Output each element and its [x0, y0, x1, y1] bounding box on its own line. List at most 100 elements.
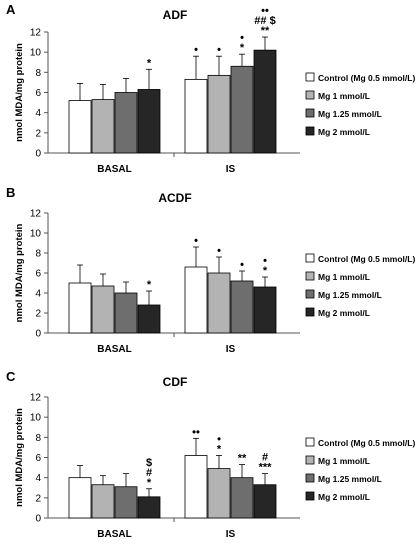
legend-swatch [305, 253, 315, 263]
y-tick-label: 2 [35, 309, 41, 320]
y-tick-label: 12 [30, 209, 42, 220]
significance-mark: • [217, 433, 221, 445]
bar [184, 78, 208, 154]
legend-label: Mg 1.25 mmol/L [318, 474, 382, 484]
bar [253, 484, 277, 519]
legend-swatch [305, 90, 315, 100]
bar [207, 272, 231, 334]
chart-title: ACDF [158, 191, 191, 205]
y-tick-label: 6 [35, 269, 41, 280]
significance-mark: * [240, 42, 245, 54]
y-tick-label: 6 [35, 453, 41, 464]
bar [137, 496, 161, 519]
legend-label: Mg 2 mmol/L [318, 127, 370, 137]
bar [137, 89, 161, 154]
legend-label: Control (Mg 0.5 mmol/L) [318, 254, 415, 264]
legend-swatch [305, 473, 315, 483]
significance-mark: ** [261, 25, 270, 37]
significance-mark: # [146, 467, 152, 479]
y-tick-label: 4 [35, 108, 41, 119]
y-tick-label: 4 [35, 473, 41, 484]
bar [114, 486, 138, 519]
chart-title: CDF [163, 375, 188, 389]
significance-mark: • [217, 245, 221, 257]
significance-mark: ** [238, 453, 247, 465]
bar [184, 455, 208, 519]
y-tick-label: 2 [35, 128, 41, 139]
bar [91, 99, 115, 154]
significance-mark: # [262, 452, 268, 464]
bar [114, 92, 138, 154]
panel-letter: A [6, 2, 16, 17]
legend-label: Mg 2 mmol/L [318, 308, 370, 318]
significance-mark: * [147, 477, 152, 489]
legend-label: Mg 2 mmol/L [318, 492, 370, 502]
significance-mark: * [147, 57, 152, 69]
significance-mark: •• [192, 426, 200, 438]
y-tick-label: 10 [30, 48, 42, 59]
significance-mark: • [240, 32, 244, 44]
legend-label: Mg 1.25 mmol/L [318, 109, 382, 119]
y-tick-label: 4 [35, 289, 41, 300]
y-tick-label: 6 [35, 88, 41, 99]
significance-mark: • [194, 44, 198, 56]
y-tick-label: 2 [35, 493, 41, 504]
legend-swatch [305, 72, 315, 82]
x-tick-label: BASAL [97, 529, 131, 540]
x-tick-label: IS [226, 344, 236, 355]
significance-mark: * [263, 265, 268, 277]
significance-mark: ## $ [254, 15, 275, 27]
bar [184, 266, 208, 334]
y-tick-label: 8 [35, 433, 41, 444]
x-tick-label: IS [226, 529, 236, 540]
significance-mark: • [240, 259, 244, 271]
legend-label: Mg 1 mmol/L [318, 272, 370, 282]
bar [207, 468, 231, 519]
y-axis-label: nmol MDA/mg protein [14, 43, 25, 142]
legend-swatch [305, 455, 315, 465]
legend-swatch [305, 108, 315, 118]
y-tick-label: 12 [30, 393, 42, 404]
legend-label: Control (Mg 0.5 mmol/L) [318, 73, 415, 83]
bar [68, 100, 92, 154]
legend-swatch [305, 271, 315, 281]
significance-mark: * [217, 443, 222, 455]
legend-swatch [305, 437, 315, 447]
y-tick-label: 10 [30, 229, 42, 240]
bar [230, 65, 254, 154]
legend-swatch [305, 126, 315, 136]
bar [91, 285, 115, 334]
legend-label: Mg 1 mmol/L [318, 91, 370, 101]
legend-label: Mg 1 mmol/L [318, 456, 370, 466]
y-tick-label: 10 [30, 413, 42, 424]
significance-mark: • [217, 44, 221, 56]
y-tick-label: 0 [35, 329, 41, 340]
significance-mark: $ [146, 457, 152, 469]
bar [207, 74, 231, 154]
legend-swatch [305, 491, 315, 501]
significance-mark: * [147, 279, 152, 291]
legend-label: Mg 1.25 mmol/L [318, 290, 382, 300]
legend-label: Control (Mg 0.5 mmol/L) [318, 438, 415, 448]
y-tick-label: 0 [35, 514, 41, 525]
x-tick-label: BASAL [97, 344, 131, 355]
y-axis-label: nmol MDA/mg protein [14, 408, 25, 507]
significance-mark: • [263, 255, 267, 267]
significance-mark: • [194, 235, 198, 247]
significance-mark: •• [261, 5, 269, 17]
bar [253, 286, 277, 334]
bar [137, 304, 161, 334]
legend-swatch [305, 307, 315, 317]
x-tick-label: IS [226, 164, 236, 175]
legend-swatch [305, 289, 315, 299]
y-tick-label: 8 [35, 249, 41, 260]
y-tick-label: 8 [35, 68, 41, 79]
chart-title: ADF [163, 8, 188, 22]
x-tick-label: BASAL [97, 164, 131, 175]
bar [114, 292, 138, 334]
bar [91, 484, 115, 519]
